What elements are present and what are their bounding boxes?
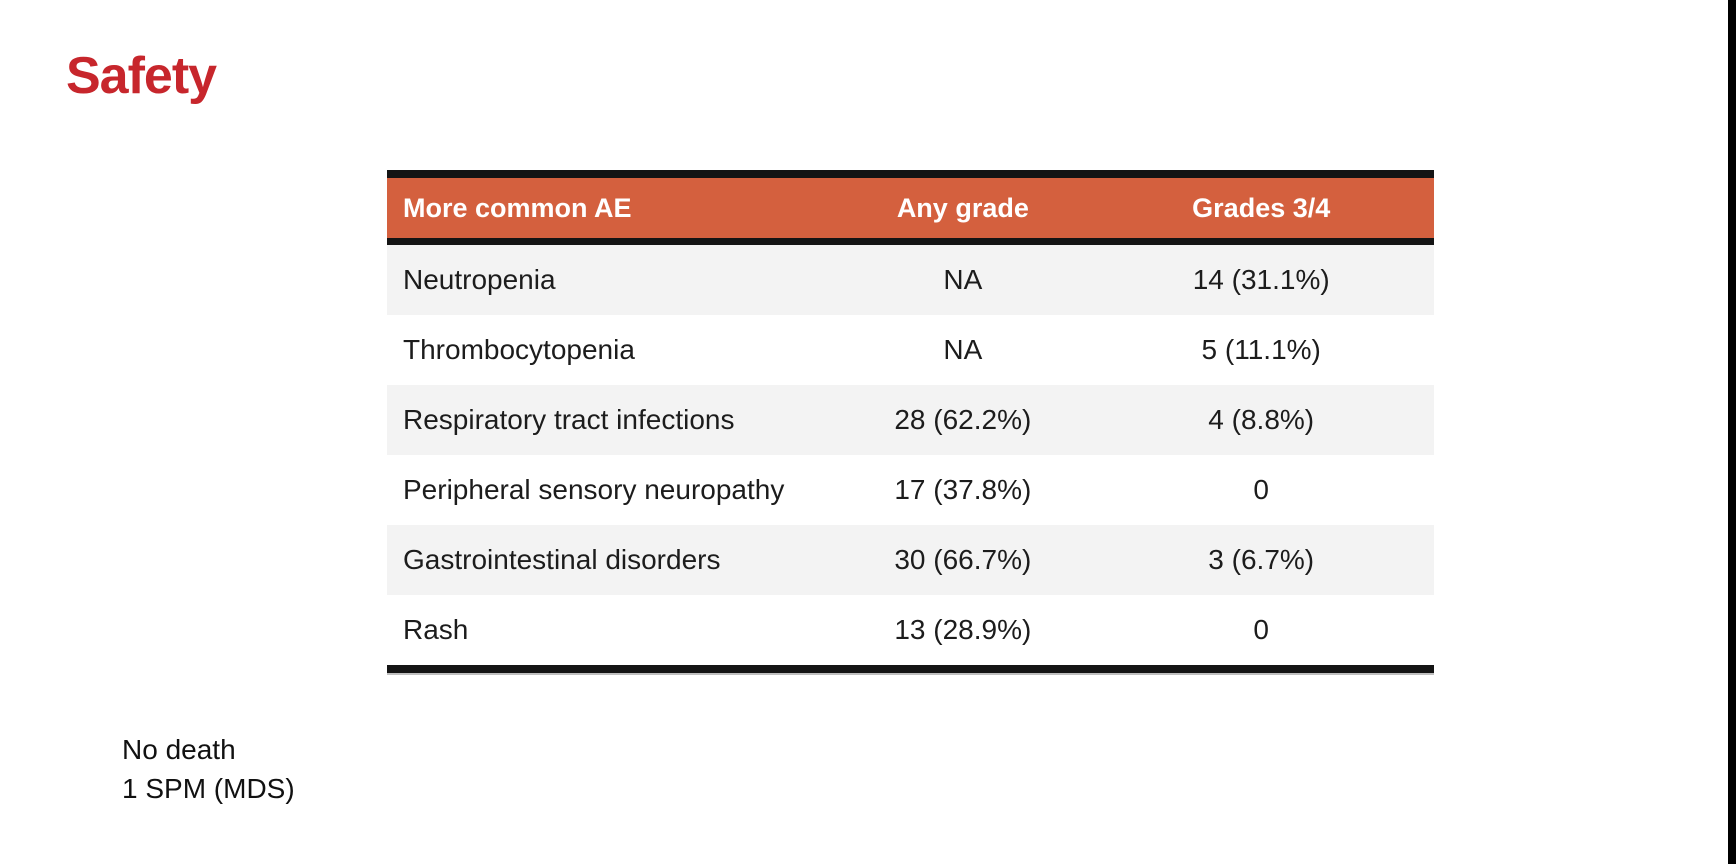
any-grade-cell: 28 (62.2%) bbox=[894, 404, 1032, 435]
grades-3-4-cell: 0 bbox=[1253, 614, 1269, 645]
any-grade-cell: NA bbox=[943, 334, 983, 365]
ae-name-cell: Thrombocytopenia bbox=[403, 334, 635, 365]
grades-3-4-cell: 0 bbox=[1253, 474, 1269, 505]
column-header-more-common-ae: More common AE bbox=[403, 192, 632, 223]
slide-title: Safety bbox=[66, 47, 217, 105]
any-grade-cell: 30 (66.7%) bbox=[894, 544, 1032, 575]
any-grade-cell: NA bbox=[943, 264, 983, 295]
table-row: Neutropenia NA 14 (31.1%) bbox=[387, 245, 1434, 315]
column-header-grades-3-4: Grades 3/4 bbox=[1192, 192, 1331, 223]
adverse-events-table: More common AE Any grade Grades 3/4 Neut… bbox=[387, 170, 1434, 673]
grades-3-4-cell: 3 (6.7%) bbox=[1208, 544, 1315, 575]
table-row: Peripheral sensory neuropathy 17 (37.8%) 0 bbox=[387, 455, 1434, 525]
grades-3-4-cell: 4 (8.8%) bbox=[1208, 404, 1315, 435]
ae-name-cell: Gastrointestinal disorders bbox=[403, 544, 721, 575]
table-row: Respiratory tract infections 28 (62.2%) 4 … bbox=[387, 385, 1434, 455]
column-header-any-grade: Any grade bbox=[896, 192, 1029, 223]
footnote-spm-mds: 1 SPM (MDS) bbox=[122, 773, 295, 804]
any-grade-cell: 13 (28.9%) bbox=[894, 614, 1032, 645]
ae-name-cell: Peripheral sensory neuropathy bbox=[403, 474, 785, 505]
any-grade-cell: 17 (37.8%) bbox=[894, 474, 1032, 505]
footnotes: No death 1 SPM (MDS) bbox=[122, 730, 295, 808]
ae-name-cell: Respiratory tract infections bbox=[403, 404, 735, 435]
ae-name-cell: Rash bbox=[403, 614, 469, 645]
table-row: Thrombocytopenia NA 5 (11.1%) bbox=[387, 315, 1434, 385]
grades-3-4-cell: 14 (31.1%) bbox=[1192, 264, 1330, 295]
grades-3-4-cell: 5 (11.1%) bbox=[1201, 334, 1321, 365]
table-row: Gastrointestinal disorders 30 (66.7%) 3 (6… bbox=[387, 525, 1434, 595]
screen-right-edge-bar bbox=[1728, 0, 1736, 864]
table-header-row: More common AE Any grade Grades 3/4 bbox=[387, 178, 1434, 245]
table-body: Neutropenia NA 14 (31.1%) Thrombocytopenia N… bbox=[387, 245, 1434, 665]
table-row: Rash 13 (28.9%) 0 bbox=[387, 595, 1434, 665]
footnote-no-death: No death bbox=[122, 734, 236, 765]
ae-name-cell: Neutropenia bbox=[403, 264, 556, 295]
